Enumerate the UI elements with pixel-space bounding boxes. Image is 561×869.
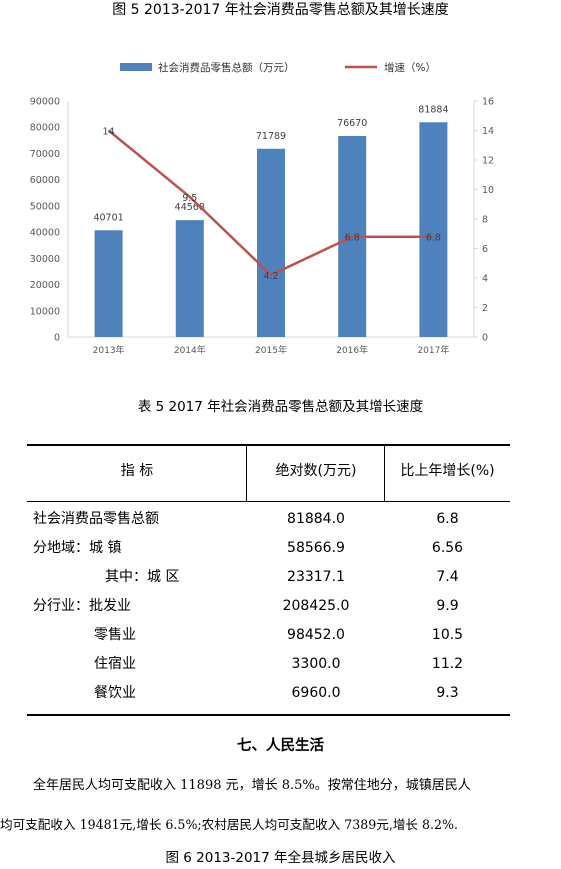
row-growth: 11.2 [431, 656, 464, 672]
row-value: 81884.0 [287, 511, 345, 527]
x-tick-label: 2017年 [417, 344, 449, 356]
row-growth: 6.8 [436, 511, 459, 527]
table-top-rule [27, 444, 510, 446]
row-label: 社会消费品零售总额 [33, 511, 159, 527]
bar [175, 220, 204, 337]
table-row: 分行业：批发业 208425.0 9.9 [27, 592, 510, 621]
left-tick-label: 0 [54, 333, 60, 344]
x-tick-label: 2015年 [255, 344, 287, 356]
table-row: 分地域：城 镇 58566.9 6.56 [27, 534, 510, 563]
right-tick-label: 8 [482, 215, 488, 226]
left-tick-label: 50000 [30, 201, 60, 212]
legend-bar-label: 社会消费品零售总额（万元） [158, 61, 295, 74]
row-growth: 7.4 [436, 569, 459, 585]
left-tick-label: 60000 [30, 175, 60, 186]
section-heading: 七、人民生活 [237, 738, 324, 754]
row-value: 3300.0 [291, 656, 341, 672]
row-label: 其中：城 区 [105, 569, 180, 585]
right-tick-label: 4 [482, 274, 488, 285]
row-value: 58566.9 [287, 540, 345, 556]
row-value: 23317.1 [287, 569, 345, 585]
line-data-label: 14 [103, 127, 115, 138]
header-indicator: 指 标 [120, 463, 154, 479]
bar-data-label: 81884 [418, 104, 448, 115]
header-absolute: 绝对数(万元) [275, 463, 357, 479]
table-row: 社会消费品零售总额 81884.0 6.8 [27, 505, 510, 534]
left-tick-label: 30000 [30, 254, 60, 265]
row-label: 住宿业 [94, 656, 136, 672]
row-growth: 9.9 [436, 598, 459, 614]
growth-line [107, 129, 434, 277]
bar-data-label: 40701 [93, 212, 123, 223]
row-label: 零售业 [94, 627, 136, 643]
right-tick-label: 2 [482, 303, 488, 314]
figure-6-title: 图 6 2013-2017 年全县城乡居民收入 [165, 850, 396, 866]
bar-data-label: 76670 [337, 118, 367, 129]
table-bottom-rule [27, 714, 510, 716]
table-divider [246, 446, 247, 502]
line-data-label: 6.8 [426, 233, 441, 244]
right-tick-label: 16 [482, 97, 494, 108]
row-growth: 6.56 [431, 540, 464, 556]
bar [94, 230, 123, 337]
right-tick-label: 6 [482, 244, 488, 255]
row-growth: 9.3 [436, 685, 459, 701]
left-tick-label: 80000 [30, 123, 60, 134]
line-data-label: 4.2 [263, 271, 278, 282]
line-data-label: 9.5 [182, 193, 197, 204]
paragraph-line: 均可支配收入 19481元,增长 6.5%;农村居民人均可支配收入 7389元,… [0, 817, 459, 832]
figure-5-title: 图 5 2013-2017 年社会消费品零售总额及其增长速度 [112, 2, 449, 18]
left-tick-label: 40000 [30, 228, 60, 239]
left-tick-label: 90000 [30, 97, 60, 108]
table-header: 指 标 绝对数(万元) 比上年增长(%) [27, 446, 510, 502]
table-row: 零售业 98452.0 10.5 [27, 621, 510, 650]
table-divider [384, 446, 385, 502]
right-tick-label: 12 [482, 156, 494, 167]
left-tick-label: 20000 [30, 280, 60, 291]
row-label: 餐饮业 [94, 685, 136, 701]
right-tick-label: 14 [482, 126, 494, 137]
table-row: 其中：城 区 23317.1 7.4 [27, 563, 510, 592]
row-label: 分地域：城 镇 [33, 540, 122, 556]
legend-bar-swatch [120, 63, 152, 71]
paragraph-line: 全年居民人均可支配收入 11898 元，增长 8.5%。按常住地分，城镇居民人 [33, 778, 471, 793]
x-tick-label: 2016年 [336, 344, 368, 356]
table-header-rule [27, 501, 510, 502]
row-value: 6960.0 [291, 685, 341, 701]
line-data-label: 6.8 [345, 233, 360, 244]
left-tick-label: 10000 [30, 306, 60, 317]
table-row: 住宿业 3300.0 11.2 [27, 650, 510, 679]
row-value: 208425.0 [282, 598, 350, 614]
row-label: 分行业：批发业 [33, 598, 131, 614]
x-tick-label: 2014年 [174, 344, 206, 356]
bar [257, 148, 285, 337]
bar-data-label: 71789 [256, 131, 286, 142]
table-5-title: 表 5 2017 年社会消费品零售总额及其增长速度 [137, 399, 424, 415]
figure-5-chart: 社会消费品零售总额（万元） 增速（%） 0 10000 20000 30000 40000 5… [30, 61, 494, 356]
table-row: 餐饮业 6960.0 9.3 [27, 679, 510, 708]
x-tick-label: 2013年 [93, 344, 125, 356]
left-tick-label: 70000 [30, 149, 60, 160]
legend-line-label: 增速（%） [384, 61, 436, 74]
right-tick-label: 10 [482, 185, 494, 196]
row-growth: 10.5 [431, 627, 464, 643]
bar [419, 122, 448, 337]
row-value: 98452.0 [287, 627, 345, 643]
bar-data-label: 44568 [175, 202, 205, 213]
right-tick-label: 0 [482, 333, 488, 344]
header-growth: 比上年增长(%) [400, 463, 495, 479]
